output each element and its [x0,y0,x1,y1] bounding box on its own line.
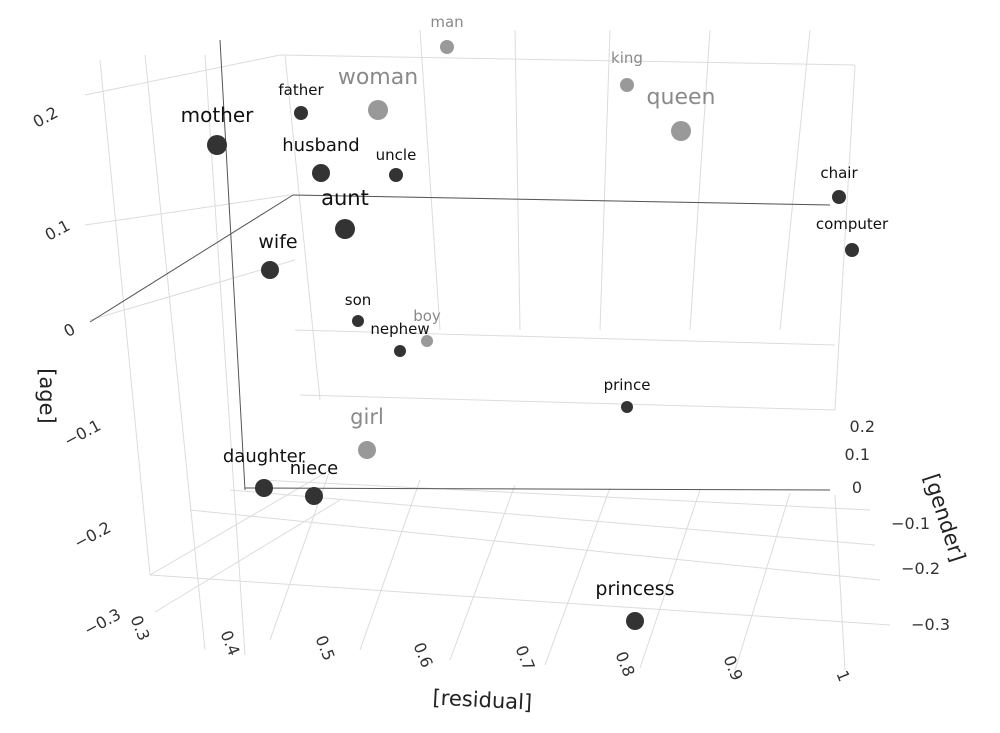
point-label-king: king [611,49,643,67]
point-queen [671,121,691,141]
grid-line [639,489,701,669]
grid-line [544,487,611,666]
grid-line [299,394,836,411]
z-tick-label: 0.2 [30,103,61,132]
grid-line [189,509,881,581]
grid-line [449,484,516,661]
point-label-computer: computer [816,215,889,233]
y-tick-label: −0.2 [901,559,940,578]
axis-edge [89,194,294,323]
grid-line [229,489,876,546]
point-label-girl: girl [350,405,384,429]
x-tick-label: 0.8 [612,649,639,680]
grid-line [294,329,836,346]
x-tick-label: 0.9 [720,653,747,684]
grid-line [419,29,441,331]
point-uncle [389,168,403,182]
grid-line [144,54,206,651]
point-labels: man king woman queen father mother husband uncl… [181,13,889,600]
grid-line [734,492,791,671]
point-nephew [394,345,406,357]
point-princess [626,612,644,630]
point-computer [845,243,859,257]
point-girl [358,441,376,459]
point-father [294,106,308,120]
point-label-wife: wife [258,231,297,253]
grid-line [84,54,281,96]
point-label-uncle: uncle [376,146,417,164]
point-label-aunt: aunt [321,186,369,210]
point-label-niece: niece [290,458,338,479]
grid-line [259,479,871,511]
y-tick-label: 0.1 [845,445,870,464]
x-tick-label: 0.3 [127,613,154,644]
axis-frame [89,39,831,491]
point-label-boy: boy [413,307,441,325]
grid-line [149,469,331,576]
point-man [440,40,454,54]
point-label-son: son [345,291,372,309]
z-tick-label: −0.2 [71,518,114,553]
x-axis-title: [residual] [432,685,533,714]
tick-labels: 0.3 0.4 0.5 0.6 0.7 0.8 0.9 1 0.2 0.1 0 −0.1 −0.2 −0.… [30,103,950,684]
z-tick-label: 0 [60,319,78,341]
grid-line [149,574,891,626]
point-niece [305,487,323,505]
z-tick-label: −0.3 [81,605,124,640]
grid-line [834,494,846,671]
axis-edge [292,194,831,206]
point-label-husband: husband [282,135,359,156]
data-points [207,40,859,630]
grid-line [599,29,611,331]
grid-line [779,29,811,331]
grid-line [514,29,521,331]
point-boy [421,335,433,347]
z-tick-label: 0.1 [42,216,73,245]
x-tick-label: 0.7 [512,643,539,674]
y-tick-label: −0.1 [891,514,930,533]
x-tick-label: 1 [832,668,853,685]
point-prince [621,401,633,413]
point-label-man: man [430,13,463,31]
point-daughter [255,479,273,497]
grid-line [359,479,421,651]
point-mother [207,135,227,155]
point-chair [832,190,846,204]
grid-line [689,29,711,331]
grid-line [834,64,856,411]
point-label-father: father [278,81,324,99]
grid-line [284,54,321,401]
y-tick-label: 0 [852,478,862,497]
point-son [352,315,364,327]
point-label-woman: woman [338,65,418,90]
point-label-daughter: daughter [223,446,306,467]
grid-line [279,54,856,66]
point-husband [312,164,330,182]
x-tick-label: 0.4 [217,628,244,659]
x-tick-label: 0.6 [410,640,437,671]
axis-edge [244,487,831,491]
grid-lines [84,29,891,671]
point-label-queen: queen [647,85,716,110]
y-tick-label: 0.2 [850,417,875,436]
z-axis-title: [age] [35,368,59,424]
z-tick-label: −0.1 [61,416,104,451]
x-tick-label: 0.5 [312,633,339,664]
point-label-nephew: nephew [370,320,429,338]
grid-line [84,194,291,226]
grid-line [204,54,246,656]
point-label-prince: prince [604,376,651,394]
grid-line [154,499,341,613]
point-aunt [335,219,355,239]
point-label-princess: princess [595,578,674,600]
point-label-chair: chair [820,164,858,182]
grid-line [99,59,151,576]
y-tick-label: −0.3 [911,615,950,634]
point-king [620,78,634,92]
point-wife [261,261,279,279]
point-label-mother: mother [181,103,255,127]
point-woman [368,100,388,120]
axis-edge [219,39,246,491]
